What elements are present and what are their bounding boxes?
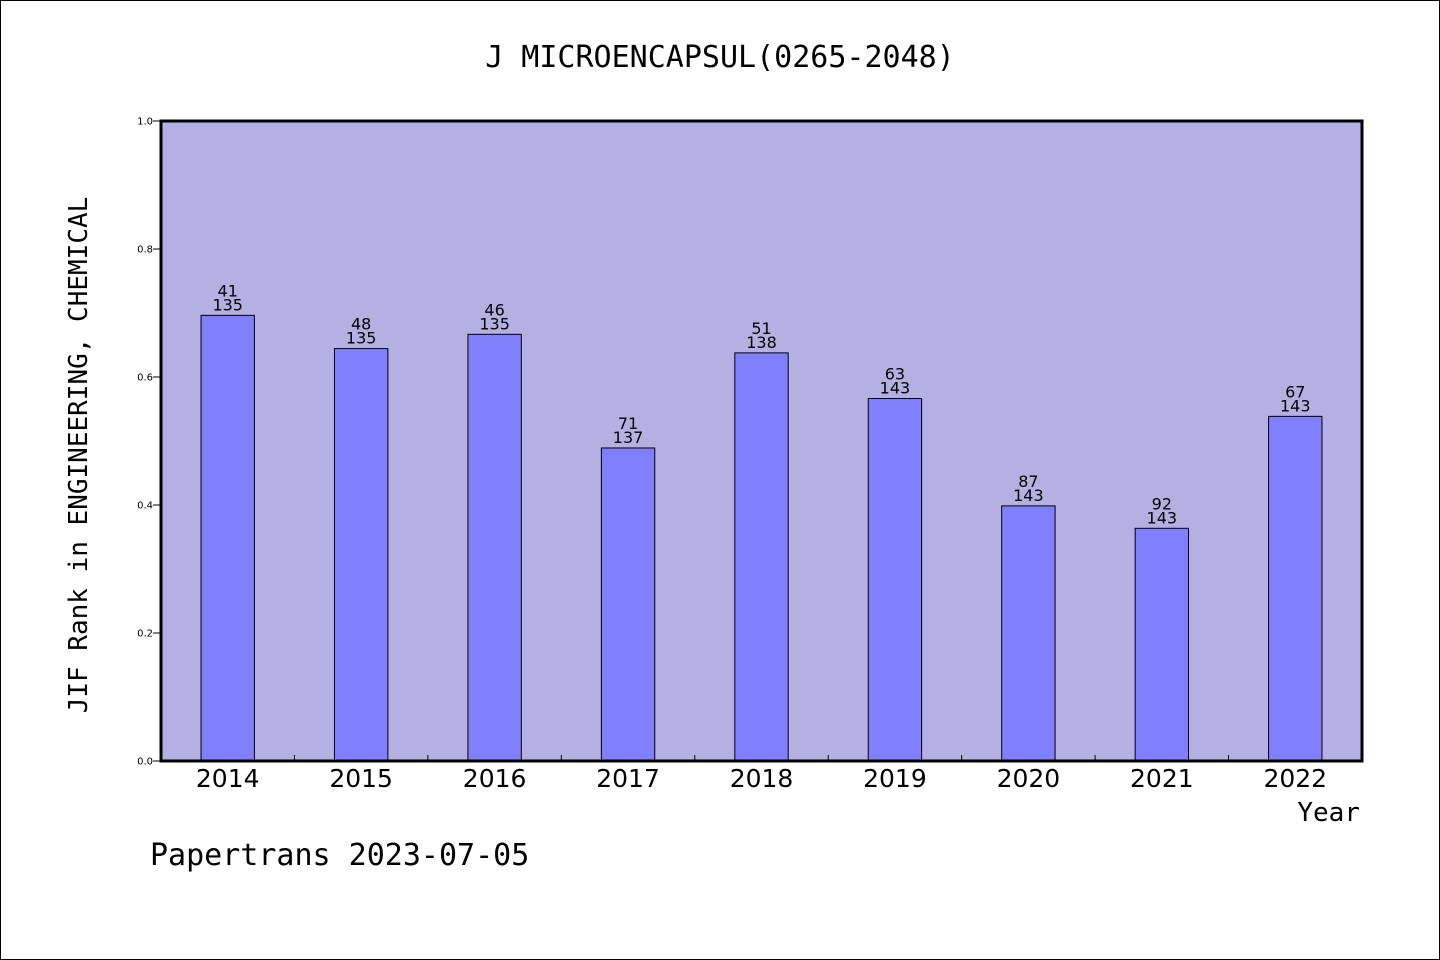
y-tick-label: 0.0 bbox=[137, 757, 153, 768]
x-axis: 2014 2015 2016 2017 2018 2019 2020 2021 2022 bbox=[196, 755, 1327, 793]
bar-2022 bbox=[1268, 415, 1323, 762]
plot-frame bbox=[159, 119, 1364, 763]
x-tick-label: 2020 bbox=[997, 764, 1061, 793]
x-tick-label: 2017 bbox=[596, 764, 660, 793]
x-tick-label: 2019 bbox=[863, 764, 927, 793]
x-tick-label: 2015 bbox=[329, 764, 393, 793]
bar-label-total: 143 bbox=[1013, 486, 1044, 505]
y-tick-label: 1.0 bbox=[137, 117, 153, 128]
y-axis-label: JIF Rank in ENGINEERING, CHEMICAL bbox=[64, 197, 94, 714]
bar-label-rank: 48 bbox=[351, 315, 371, 334]
bar-2017 bbox=[600, 447, 656, 762]
bar-label-total: 135 bbox=[346, 329, 377, 348]
bars-layer bbox=[200, 314, 1323, 762]
bar-label-rank: 63 bbox=[885, 365, 905, 384]
bar-label-rank: 46 bbox=[484, 300, 504, 319]
bar-label-total: 138 bbox=[746, 333, 777, 352]
x-axis-label: Year bbox=[1297, 798, 1360, 828]
bar-label-rank: 67 bbox=[1285, 382, 1305, 401]
chart-title: J MICROENCAPSUL(0265-2048) bbox=[485, 40, 955, 75]
bar-label-total: 143 bbox=[880, 379, 911, 398]
bar-label-total: 135 bbox=[479, 314, 510, 333]
y-axis: 0.0 0.2 0.4 0.6 0.8 1.0 bbox=[137, 117, 161, 768]
bar-2015 bbox=[333, 348, 389, 762]
footer-credit: Papertrans 2023-07-05 bbox=[150, 838, 529, 873]
bar-2019 bbox=[867, 398, 923, 762]
bar-label-rank: 92 bbox=[1152, 494, 1172, 513]
x-tick-label: 2021 bbox=[1130, 764, 1194, 793]
bar-2016 bbox=[467, 333, 522, 762]
bar-label-total: 137 bbox=[613, 428, 644, 447]
bar-2020 bbox=[1001, 505, 1056, 762]
y-tick-label: 0.2 bbox=[137, 629, 153, 640]
y-tick-label: 0.6 bbox=[137, 373, 153, 384]
bar-2021 bbox=[1134, 527, 1190, 762]
bar-label-rank: 71 bbox=[618, 414, 638, 433]
bar-label-rank: 51 bbox=[751, 319, 771, 338]
x-tick-label: 2016 bbox=[463, 764, 527, 793]
bar-2014 bbox=[200, 314, 255, 762]
bar-label-total: 135 bbox=[212, 295, 243, 314]
bar-2018 bbox=[734, 352, 789, 762]
bar-label-rank: 41 bbox=[218, 281, 238, 300]
x-tick-label: 2022 bbox=[1263, 764, 1327, 793]
bar-label-total: 143 bbox=[1280, 396, 1311, 415]
x-tick-label: 2018 bbox=[730, 764, 794, 793]
bar-label-rank: 87 bbox=[1018, 472, 1038, 491]
x-tick-label: 2014 bbox=[196, 764, 260, 793]
y-tick-label: 0.8 bbox=[137, 245, 153, 256]
bar-label-total: 143 bbox=[1147, 508, 1178, 527]
y-tick-label: 0.4 bbox=[137, 501, 153, 512]
